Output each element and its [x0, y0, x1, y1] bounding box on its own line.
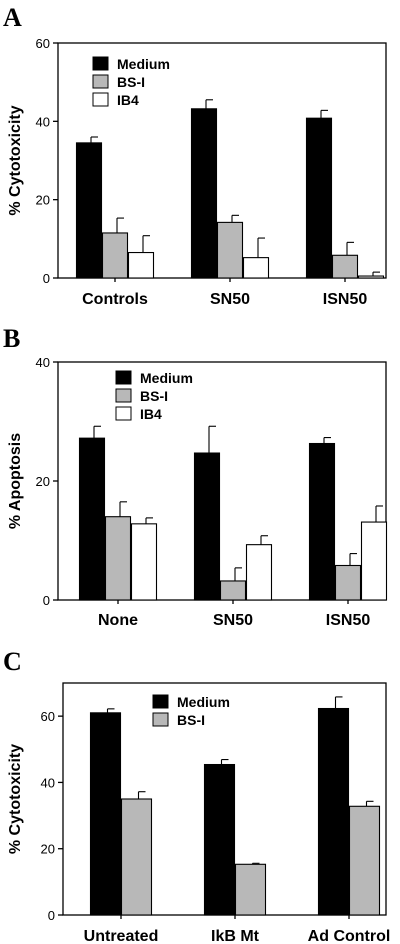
legend-label: BS-I — [117, 74, 145, 90]
bar — [216, 221, 244, 279]
panel-c: C 0 20 40 60 % Cytotoxicity Untreated IkB Mt Ad … — [3, 647, 390, 944]
bar — [331, 254, 359, 279]
bar — [120, 798, 153, 916]
legend: Medium BS-I IB4 — [92, 56, 170, 108]
bar — [75, 142, 103, 279]
bar — [234, 863, 267, 916]
category-label: SN50 — [213, 612, 253, 629]
panel-a: A 0 20 40 60 % Cytotoxicity Controls SN50 ISN50 M… — [3, 3, 387, 308]
legend-swatch — [152, 712, 169, 727]
legend-label: Medium — [117, 56, 170, 72]
bar — [104, 516, 132, 601]
category-label: ISN50 — [326, 612, 371, 629]
y-axis-label: % Cytotoxicity — [7, 744, 24, 854]
panel-letter: C — [3, 647, 22, 676]
panel-letter: A — [3, 3, 22, 32]
category-label: Untreated — [84, 928, 159, 944]
y-tick-label: 40 — [41, 775, 55, 790]
bar — [348, 805, 381, 916]
category-label: None — [98, 612, 138, 629]
legend: Medium BS-I IB4 — [115, 370, 193, 422]
legend-swatch — [152, 694, 169, 709]
legend-label: IB4 — [117, 92, 139, 108]
panel-letter: B — [3, 324, 20, 353]
bar — [101, 232, 129, 279]
category-label: Ad Control — [308, 928, 391, 944]
y-tick-label: 20 — [36, 193, 50, 208]
legend: Medium BS-I — [152, 694, 230, 728]
y-tick-label: 0 — [43, 271, 50, 286]
y-tick-label: 20 — [41, 842, 55, 857]
y-tick-label: 60 — [36, 36, 50, 51]
category-label: IkB Mt — [211, 928, 260, 944]
bar — [357, 275, 385, 279]
legend-label: Medium — [140, 370, 193, 386]
y-tick-label: 20 — [36, 474, 50, 489]
bar — [130, 523, 158, 601]
bar — [127, 251, 155, 279]
bar — [193, 452, 221, 601]
category-label: Controls — [82, 291, 148, 308]
bar — [190, 108, 218, 279]
bar — [360, 521, 388, 601]
y-tick-label: 40 — [36, 355, 50, 370]
y-axis-label: % Apoptosis — [7, 433, 24, 529]
legend-label: IB4 — [140, 406, 162, 422]
y-tick-label: 0 — [48, 908, 55, 923]
legend-swatch — [115, 370, 132, 385]
legend-swatch — [115, 406, 132, 421]
bar — [334, 564, 362, 601]
legend-swatch — [92, 74, 109, 89]
y-tick-label: 40 — [36, 114, 50, 129]
bar — [89, 712, 122, 916]
category-label: SN50 — [210, 291, 250, 308]
y-tick-label: 60 — [41, 709, 55, 724]
bar — [203, 763, 236, 916]
legend-label: BS-I — [140, 388, 168, 404]
bar — [308, 442, 336, 601]
legend-swatch — [92, 56, 109, 71]
bar — [78, 437, 106, 601]
bar — [317, 707, 350, 916]
legend-swatch — [92, 92, 109, 107]
legend-label: BS-I — [177, 712, 205, 728]
bar — [245, 544, 273, 601]
bar — [305, 117, 333, 279]
legend-swatch — [115, 388, 132, 403]
panel-b: B 0 20 40 % Apoptosis None SN50 ISN50 Medium BS-I… — [3, 324, 388, 629]
bar — [219, 580, 247, 601]
legend-label: Medium — [177, 694, 230, 710]
bar — [242, 257, 270, 279]
category-label: ISN50 — [323, 291, 368, 308]
y-axis-label: % Cytotoxicity — [7, 105, 24, 215]
y-tick-label: 0 — [43, 593, 50, 608]
